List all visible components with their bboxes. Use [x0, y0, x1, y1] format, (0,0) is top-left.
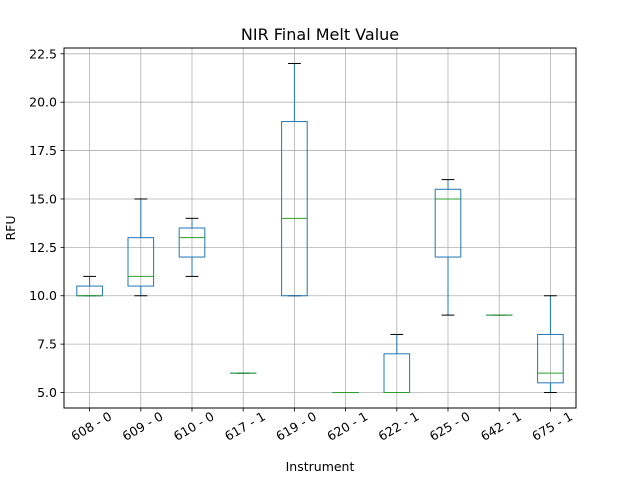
iqr-box [127, 237, 155, 287]
y-axis-ticks: 5.0 7.5 10.0 12.5 15.0 17.5 20.0 22.5 [29, 46, 64, 400]
y-tick-label: 12.5 [29, 240, 57, 255]
y-tick-label: 17.5 [29, 143, 57, 158]
box-622-1 [383, 333, 411, 394]
y-tick-label: 7.5 [37, 337, 57, 352]
chart-title: NIR Final Melt Value [241, 25, 399, 44]
x-axis-label: Instrument [286, 459, 355, 474]
boxes-layer [76, 62, 564, 394]
y-tick-label: 20.0 [29, 95, 57, 110]
box-619-0 [281, 62, 308, 297]
y-tick-label: 15.0 [29, 191, 57, 206]
box-608-0 [76, 275, 103, 297]
y-tick-label: 10.0 [29, 288, 57, 303]
y-tick-label: 5.0 [37, 385, 57, 400]
box-675-1 [537, 295, 564, 394]
iqr-box [537, 333, 564, 384]
box-609-0 [127, 198, 155, 297]
box-625-0 [434, 179, 462, 316]
axes-frame [63, 47, 577, 409]
iqr-box [434, 188, 462, 258]
iqr-box [281, 121, 308, 297]
y-tick-label: 22.5 [29, 46, 57, 61]
iqr-box [178, 227, 206, 258]
y-axis-label: RFU [3, 215, 18, 240]
box-610-0 [178, 217, 206, 277]
